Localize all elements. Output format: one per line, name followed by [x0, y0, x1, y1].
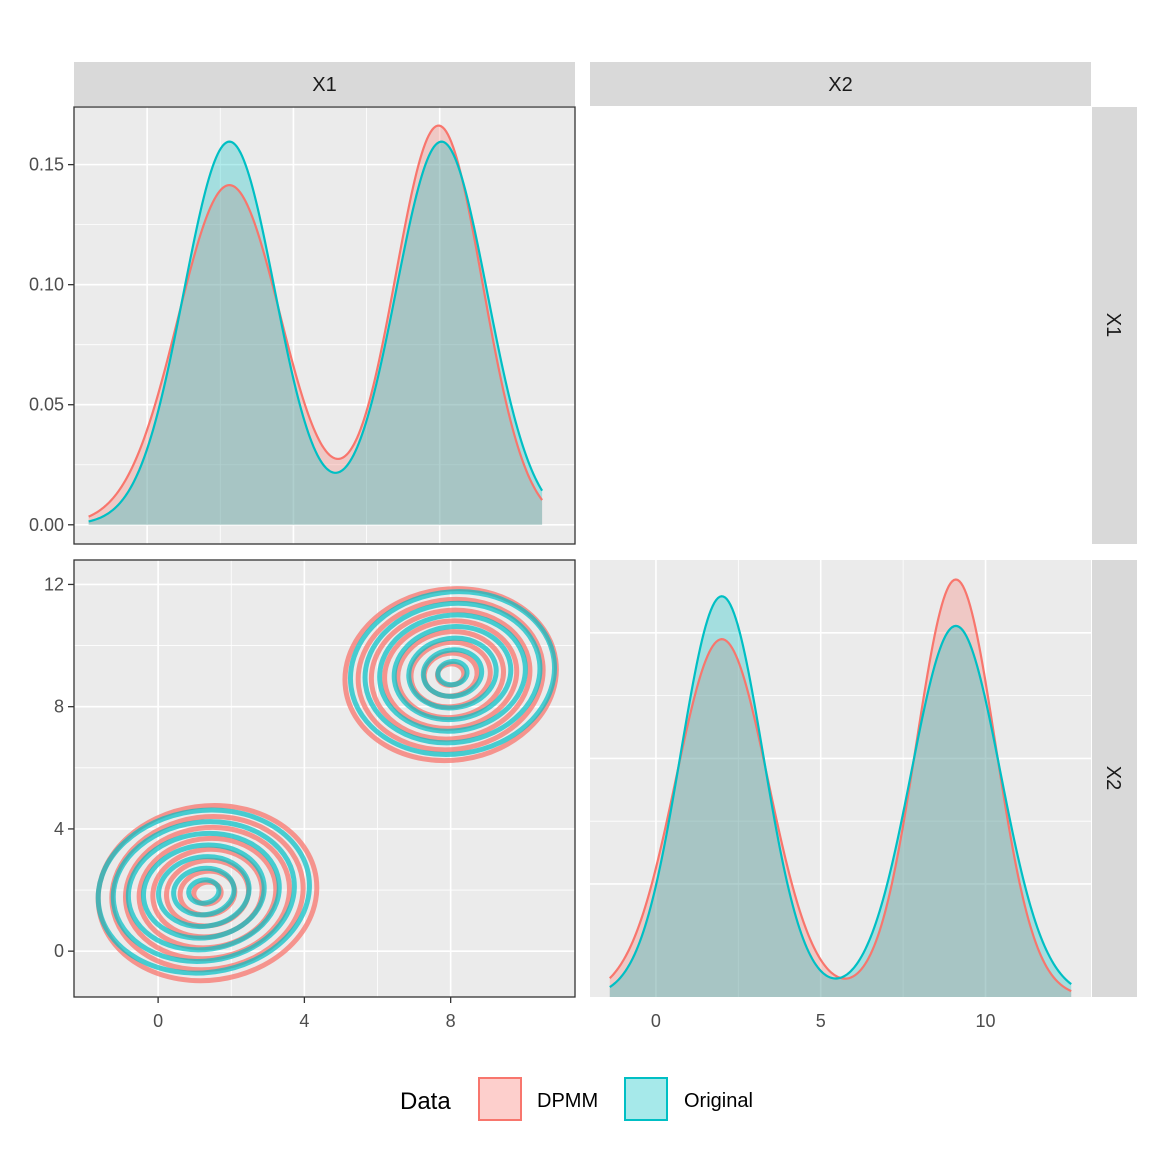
contour-plot [74, 560, 575, 997]
contour-original-cluster1-level3 [125, 830, 282, 953]
contour-original-cluster1-level4 [140, 842, 267, 941]
contour-original-cluster2-level6 [420, 647, 485, 699]
contour-original-cluster1-level5 [156, 854, 252, 930]
x2-density-xtick-label-2: 10 [976, 1011, 996, 1031]
contour-xtick-label-2: 8 [446, 1011, 456, 1031]
contour-original-cluster1-level1 [95, 807, 312, 976]
contour-original-cluster1-level2 [110, 819, 297, 964]
legend-key-dpmm [478, 1077, 522, 1121]
legend-title: Data [400, 1088, 451, 1115]
contour-original-cluster2-level3 [377, 612, 528, 734]
x1-density-ytick-label-1: 0.05 [29, 395, 64, 415]
legend-label-original: Original [684, 1090, 753, 1112]
contour-original-cluster2-level7 [435, 658, 470, 688]
contour-ytick-label-0: 0 [54, 941, 64, 961]
panel-x1-density-border [73, 106, 576, 545]
strip-top-x2-label: X2 [828, 74, 852, 96]
strip-top-x1 [74, 62, 575, 106]
legend-label-dpmm: DPMM [537, 1090, 598, 1112]
contour-dpmm-cluster2-level2 [355, 596, 546, 753]
legend-key-original [624, 1077, 668, 1121]
contour-ytick-label-1: 4 [54, 819, 64, 839]
contour-original-cluster2-level5 [406, 635, 499, 711]
panel-x1-density-bg [74, 107, 575, 544]
strip-right-x2-label: X2 [1102, 766, 1124, 790]
panel-contour-border [73, 559, 576, 998]
x2-density-line-original [609, 595, 1072, 988]
strip-top-x2 [590, 62, 1091, 106]
x2-density-xtick-label-1: 5 [816, 1011, 826, 1031]
x2-density-area-dpmm [609, 579, 1072, 997]
contour-xtick-label-1: 4 [299, 1011, 309, 1031]
x1-density-area-original [88, 141, 543, 525]
x2-density-plot [590, 560, 1091, 997]
x1-density-ytick-label-0: 0.00 [29, 515, 64, 535]
strip-right-x1 [1092, 107, 1137, 544]
contour-ytick-label-3: 12 [44, 574, 64, 594]
contour-original-cluster1-level7 [186, 877, 222, 906]
contour-ytick-label-2: 8 [54, 697, 64, 717]
x2-density-area-original [609, 596, 1072, 997]
contour-original-cluster2-level2 [362, 600, 543, 746]
x2-density-xtick-label-0: 0 [651, 1011, 661, 1031]
contour-original-cluster1-level6 [171, 865, 237, 918]
axes: 0.00 0.05 0.10 0.15 0 4 8 12 0 4 8 0 5 10 [29, 155, 996, 1031]
strip-right-x2 [1092, 560, 1137, 997]
strip-right-x1-label: X1 [1102, 313, 1124, 337]
contour-dpmm-cluster2-level4 [382, 618, 520, 731]
contour-dpmm-cluster2-level3 [368, 607, 533, 742]
x1-density-line-original [88, 140, 544, 523]
x1-density-ytick-label-2: 0.10 [29, 275, 64, 295]
contour-original-cluster2-level1 [347, 589, 558, 758]
x1-density-plot [74, 107, 575, 544]
contour-original-cluster2-level4 [391, 624, 514, 723]
x1-density-ytick-label-3: 0.15 [29, 155, 64, 175]
contour-xtick-label-0: 0 [153, 1011, 163, 1031]
legend: Data DPMM Original [400, 1077, 753, 1121]
x1-density-area-dpmm [88, 125, 543, 525]
strip-top-x1-label: X1 [312, 74, 336, 96]
